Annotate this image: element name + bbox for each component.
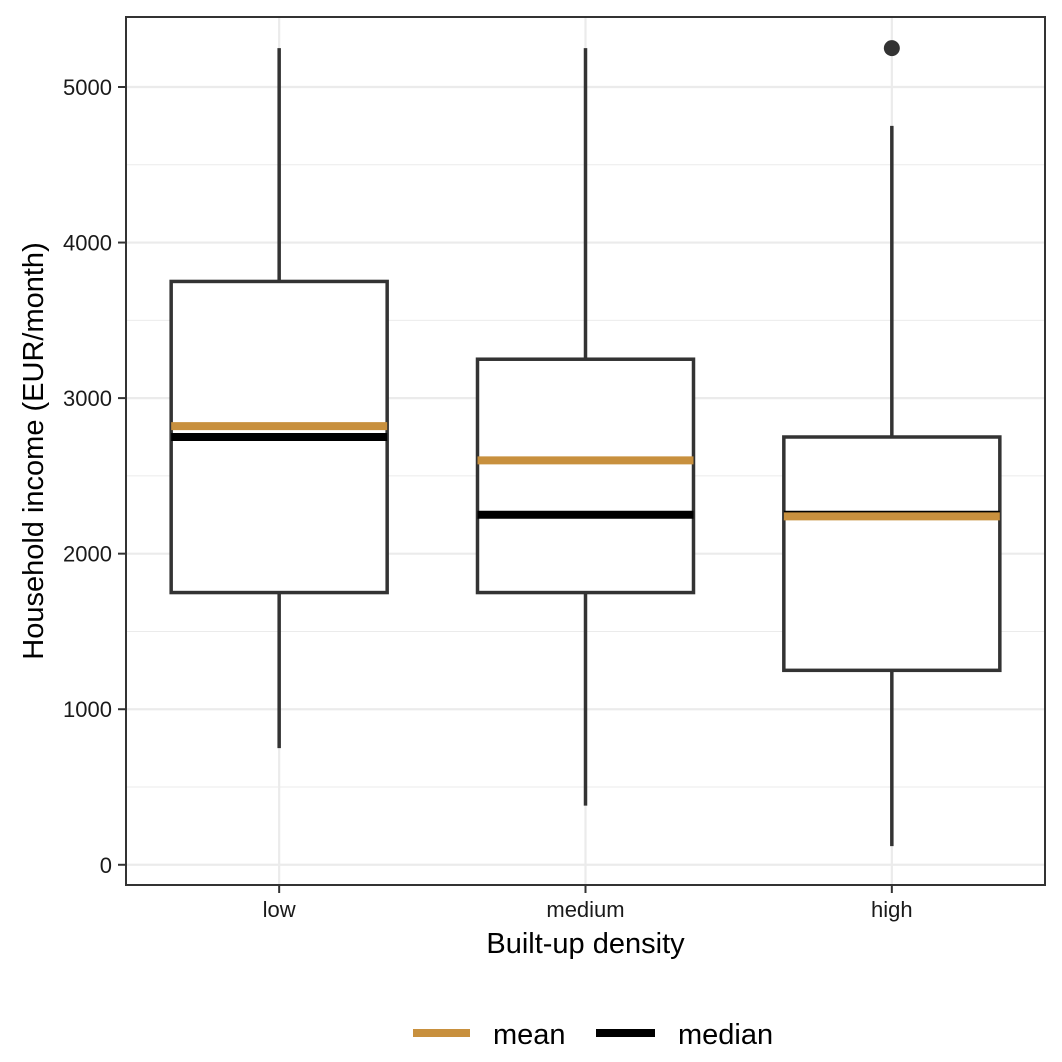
legend-item-median: median bbox=[596, 1019, 773, 1051]
y-tick-label: 1000 bbox=[63, 697, 112, 722]
legend-label-mean: mean bbox=[493, 1019, 566, 1051]
box-medium bbox=[475, 48, 696, 806]
legend-label-median: median bbox=[678, 1019, 773, 1051]
iqr-box bbox=[782, 435, 1002, 673]
box-low bbox=[169, 48, 389, 749]
legend-item-mean: mean bbox=[413, 1019, 566, 1051]
x-tick-label: medium bbox=[546, 897, 624, 922]
y-tick-label: 5000 bbox=[63, 75, 112, 100]
y-tick-label: 2000 bbox=[63, 542, 112, 567]
y-axis-title: Household income (EUR/month) bbox=[18, 242, 50, 659]
iqr-box bbox=[475, 357, 696, 595]
x-tick-label: low bbox=[263, 897, 296, 922]
x-axis: low medium high bbox=[263, 885, 913, 922]
x-axis-title: Built-up density bbox=[486, 928, 685, 960]
y-tick-label: 0 bbox=[100, 853, 112, 878]
y-tick-label: 4000 bbox=[63, 231, 112, 256]
boxes bbox=[169, 40, 1002, 847]
outlier-point bbox=[883, 40, 900, 57]
box-high bbox=[782, 40, 1002, 847]
legend: mean median bbox=[413, 1019, 773, 1051]
y-tick-label: 3000 bbox=[63, 386, 112, 411]
x-tick-label: high bbox=[871, 897, 913, 922]
y-axis: 0 1000 2000 3000 4000 5000 bbox=[63, 75, 126, 878]
